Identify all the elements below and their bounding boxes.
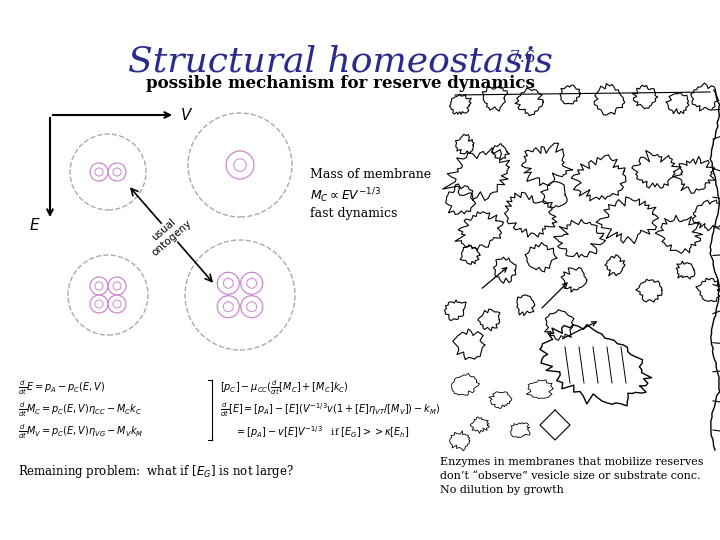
- Text: 7.6: 7.6: [510, 49, 536, 65]
- Text: $\frac{d}{dt}M_C = p_C(E,V)\eta_{CC} - M_C k_C$: $\frac{d}{dt}M_C = p_C(E,V)\eta_{CC} - M…: [18, 401, 142, 419]
- Text: Remaining problem:  what if $[E_G]$ is not large?: Remaining problem: what if $[E_G]$ is no…: [18, 463, 294, 481]
- Text: $\frac{d}{dt}M_V = p_C(E,V)\eta_{VG} - M_V k_M$: $\frac{d}{dt}M_V = p_C(E,V)\eta_{VG} - M…: [18, 423, 143, 441]
- Text: possible mechanism for reserve dynamics: possible mechanism for reserve dynamics: [145, 76, 534, 92]
- Text: usual
ontogeny: usual ontogeny: [143, 210, 194, 258]
- Text: $V$: $V$: [180, 107, 193, 123]
- Text: No dilution by growth: No dilution by growth: [440, 485, 564, 495]
- Text: Structural homeostasis: Structural homeostasis: [127, 45, 552, 79]
- Text: $E$: $E$: [30, 217, 41, 233]
- Text: $[p_C] - \mu_{CC}(\frac{d}{dt}[M_C] + [M_C]k_C)$: $[p_C] - \mu_{CC}(\frac{d}{dt}[M_C] + [M…: [220, 379, 348, 397]
- Text: $\frac{d}{dt}E = p_A - p_C(E,V)$: $\frac{d}{dt}E = p_A - p_C(E,V)$: [18, 379, 105, 397]
- Text: don’t “observe” vesicle size or substrate conc.: don’t “observe” vesicle size or substrat…: [440, 471, 701, 481]
- Text: $M_C \propto EV^{-1/3}$: $M_C \propto EV^{-1/3}$: [310, 187, 381, 205]
- Text: Enzymes in membranes that mobilize reserves: Enzymes in membranes that mobilize reser…: [440, 457, 703, 467]
- Text: fast dynamics: fast dynamics: [310, 207, 397, 220]
- Text: Mass of membrane: Mass of membrane: [310, 168, 431, 181]
- Text: $\frac{d}{dt}[E] = [p_A] - [E](V^{-1/3}v(1+[E]\eta_{VT}/[M_V]) - k_M)$: $\frac{d}{dt}[E] = [p_A] - [E](V^{-1/3}v…: [220, 401, 441, 419]
- Text: $= [p_A] - v[E]V^{-1/3}$   if $[E_G] >> \kappa[E_h]$: $= [p_A] - v[E]V^{-1/3}$ if $[E_G] >> \k…: [235, 424, 410, 440]
